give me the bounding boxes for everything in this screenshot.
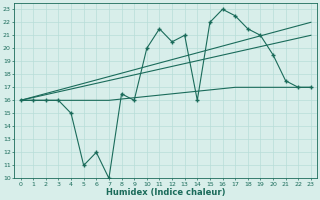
X-axis label: Humidex (Indice chaleur): Humidex (Indice chaleur) bbox=[106, 188, 226, 197]
